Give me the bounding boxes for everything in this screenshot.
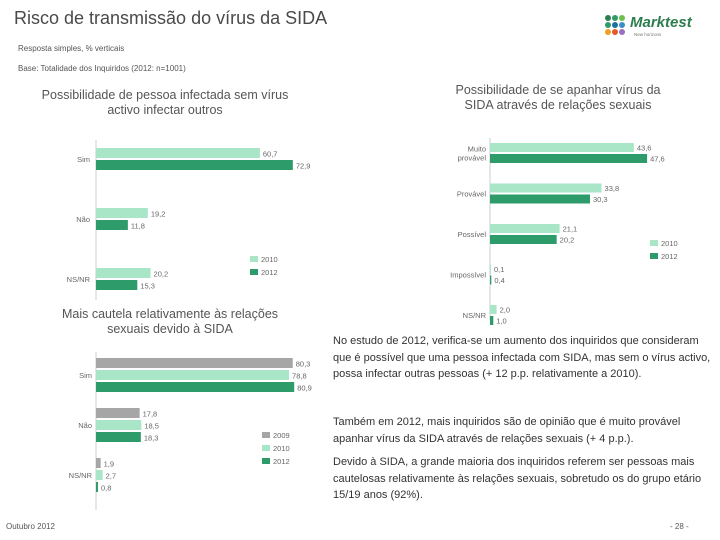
chart1-category-label: NS/NR xyxy=(67,275,91,284)
chart3-legend-swatch-2009 xyxy=(262,432,270,438)
chart1-value-label-2010: 20,2 xyxy=(154,270,169,279)
chart1-category-label: Não xyxy=(76,215,90,224)
chart1-legend-label-2012: 2012 xyxy=(261,268,278,277)
chart3-legend-label-2009: 2009 xyxy=(273,431,290,440)
chart3-value-label-2009: 80,3 xyxy=(296,360,311,369)
chart2-legend-label-2010: 2010 xyxy=(661,239,678,248)
chart3-legend-swatch-2012 xyxy=(262,458,270,464)
chart1-legend-swatch-2012 xyxy=(250,269,258,275)
chart3-legend-swatch-2010 xyxy=(262,445,270,451)
chart2-bar-2010 xyxy=(490,224,560,233)
chart3-value-label-2010: 18,5 xyxy=(144,422,159,431)
chart1-legend-label-2010: 2010 xyxy=(261,255,278,264)
chart1-bar-2012 xyxy=(96,220,128,230)
chart2-bar-2012 xyxy=(490,154,648,163)
chart2-value-label-2012: 47,6 xyxy=(650,155,665,164)
logo-tagline: New horizons xyxy=(634,32,662,37)
page-title: Risco de transmissão do vírus da SIDA xyxy=(14,8,328,28)
chart1-bar-2010 xyxy=(96,208,148,218)
chart3-bar-2009 xyxy=(96,408,140,418)
chart2-bar-2012 xyxy=(490,235,557,244)
chart3-bar-2009 xyxy=(96,358,293,368)
marktest-logo: Marktest New horizons xyxy=(604,12,712,46)
base-note: Base: Totalidade dos Inquiridos (2012: n… xyxy=(18,64,186,73)
chart2-bar-2010 xyxy=(490,183,602,193)
chart3-legend-label-2010: 2010 xyxy=(273,444,290,453)
chart3-value-label-2012: 18,3 xyxy=(144,434,159,443)
chart3-value-label-2010: 78,8 xyxy=(292,372,307,381)
chart1-bar-2010 xyxy=(96,148,260,158)
chart2-title: Possibilidade de se apanhar vírus da SID… xyxy=(455,83,661,112)
footer-date: Outubro 2012 xyxy=(6,522,55,531)
chart1-value-label-2010: 60,7 xyxy=(263,150,278,159)
chart1-bar-2012 xyxy=(96,280,138,290)
chart2-legend-swatch-2010 xyxy=(650,240,658,246)
chart2-value-label-2010: 2,0 xyxy=(500,306,510,315)
chart3-category-label: Sim xyxy=(79,371,92,380)
chart2-bar-2010 xyxy=(490,264,491,274)
subtitle: Resposta simples, % verticais xyxy=(18,44,125,53)
chart3-bar-2012 xyxy=(96,382,295,392)
chart2-bar-2010 xyxy=(490,305,497,314)
chart2-category-label: provável xyxy=(458,154,487,163)
chart3-bar-2010 xyxy=(96,420,142,430)
chart3-bar-2012 xyxy=(96,482,98,492)
chart3-value-label-2012: 80,9 xyxy=(297,384,312,393)
chart2-category-label: Muito xyxy=(468,145,486,154)
chart1-category-label: Sim xyxy=(77,155,90,164)
chart1-bar-2010 xyxy=(96,268,151,278)
chart2-value-label-2012: 30,3 xyxy=(593,195,608,204)
paragraph-1: No estudo de 2012, verifica-se um aument… xyxy=(333,335,711,380)
chart1-value-label-2010: 19,2 xyxy=(151,210,166,219)
logo-dots-icon xyxy=(605,15,625,35)
chart3-value-label-2009: 1,9 xyxy=(104,460,114,469)
chart2-value-label-2012: 0,4 xyxy=(494,276,504,285)
paragraph-2: Também em 2012, mais inquiridos são de o… xyxy=(333,416,681,445)
chart3-bar-2009 xyxy=(96,458,101,468)
chart2-bar-2012 xyxy=(490,275,492,285)
chart3-category-label: Não xyxy=(78,421,92,430)
page-number: - 28 - xyxy=(670,522,689,531)
chart3-title: Mais cautela relativamente às relações s… xyxy=(61,307,279,336)
chart2-legend-swatch-2012 xyxy=(650,253,658,259)
chart2-legend-label-2012: 2012 xyxy=(661,252,678,261)
chart2-bar-2010 xyxy=(490,143,634,152)
chart2-value-label-2010: 0,1 xyxy=(494,265,504,274)
chart3-category-label: NS/NR xyxy=(69,471,93,480)
chart1-value-label-2012: 15,3 xyxy=(140,282,155,291)
chart2-value-label-2012: 20,2 xyxy=(560,236,575,245)
chart2-category-label: Impossível xyxy=(450,271,486,280)
chart3-value-label-2010: 2,7 xyxy=(106,472,116,481)
chart2-category-label: NS/NR xyxy=(463,311,487,320)
chart2-value-label-2012: 1,0 xyxy=(496,317,506,326)
chart2-value-label-2010: 33,8 xyxy=(605,184,620,193)
chart3-value-label-2012: 0,8 xyxy=(101,484,111,493)
chart1-bar-2012 xyxy=(96,160,293,170)
chart1-value-label-2012: 11,8 xyxy=(131,222,145,231)
chart3-value-label-2009: 17,8 xyxy=(143,410,158,419)
chart1-legend-swatch-2010 xyxy=(250,256,258,262)
chart2-bar-2012 xyxy=(490,316,494,325)
chart2-bar-2012 xyxy=(490,194,590,204)
paragraph-3: Devido à SIDA, a grande maioria dos inqu… xyxy=(333,456,702,501)
chart3-bar-2010 xyxy=(96,470,103,480)
chart2-category-label: Possível xyxy=(458,230,487,239)
logo-name: Marktest xyxy=(630,14,692,31)
chart3-bar-2012 xyxy=(96,432,141,442)
chart3-legend-label-2012: 2012 xyxy=(273,457,290,466)
chart2-value-label-2010: 21,1 xyxy=(563,225,578,234)
chart2-value-label-2010: 43,6 xyxy=(637,144,652,153)
chart2-category-label: Provável xyxy=(457,190,487,199)
chart1-value-label-2012: 72,9 xyxy=(296,162,311,171)
chart1-title: Possibilidade de pessoa infectada sem ví… xyxy=(41,88,289,117)
chart3-bar-2010 xyxy=(96,370,290,380)
